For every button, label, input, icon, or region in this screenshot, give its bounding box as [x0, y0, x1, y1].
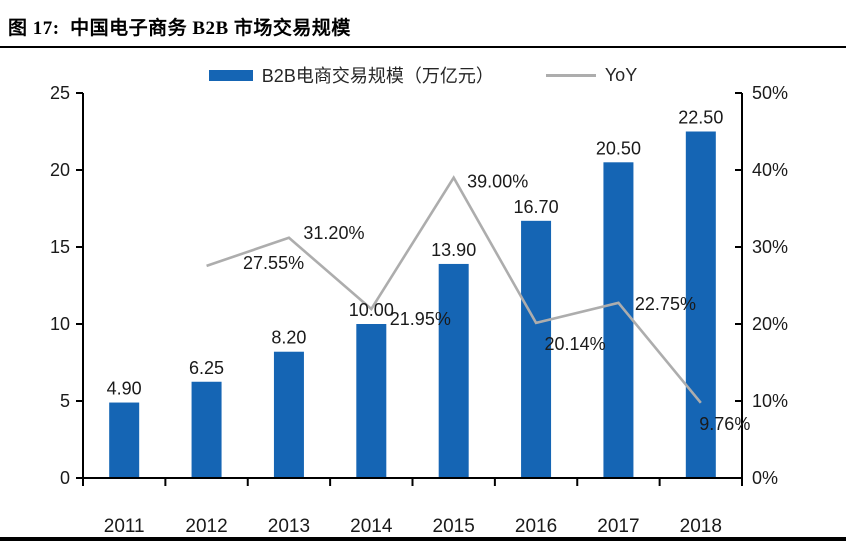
legend-item-line: YoY — [545, 64, 638, 86]
yoy-label-2015: 39.00% — [467, 172, 528, 192]
line-series-swatch-icon — [545, 73, 596, 77]
yoy-label-2012: 27.55% — [243, 253, 304, 273]
bar-label-2016: 16.70 — [514, 197, 559, 217]
bar-2014 — [356, 324, 387, 478]
right-axis-tick-label: 20% — [752, 314, 788, 334]
x-label-2014: 2014 — [350, 516, 393, 537]
bottom-rule — [0, 537, 846, 541]
left-axis-tick-label: 10 — [50, 314, 70, 334]
left-axis-tick-label: 15 — [50, 237, 70, 257]
left-axis-tick-label: 25 — [50, 83, 70, 103]
yoy-label-2017: 22.75% — [635, 294, 696, 314]
chart-legend: B2B电商交易规模（万亿元） YoY — [0, 62, 846, 88]
bar-label-2017: 20.50 — [596, 138, 641, 158]
bar-label-2012: 6.25 — [189, 358, 224, 378]
bar-2012 — [191, 381, 222, 478]
legend-line-label: YoY — [604, 64, 638, 85]
right-axis-tick-label: 30% — [752, 237, 788, 257]
yoy-label-2016: 20.14% — [545, 334, 606, 354]
bar-2013 — [273, 351, 304, 478]
right-axis-tick-label: 0% — [752, 468, 778, 488]
bar-label-2013: 8.20 — [271, 328, 306, 348]
left-axis-tick-label: 0 — [60, 468, 70, 488]
bar-label-2014: 10.00 — [349, 300, 394, 320]
figure-title: 图 17: 中国电子商务 B2B 市场交易规模 — [0, 0, 846, 48]
x-label-2016: 2016 — [515, 516, 557, 537]
x-label-2011: 2011 — [104, 516, 145, 537]
yoy-line — [206, 175, 702, 404]
left-axis-tick-label: 20 — [50, 160, 70, 180]
x-label-2017: 2017 — [597, 516, 639, 537]
bar-label-2018: 22.50 — [678, 108, 723, 128]
bar-2017 — [603, 162, 634, 479]
bar-series-swatch-icon — [208, 69, 253, 81]
figure-title-text: 中国电子商务 B2B 市场交易规模 — [70, 18, 351, 39]
yoy-label-2014: 21.95% — [390, 309, 451, 329]
x-label-2012: 2012 — [185, 516, 227, 537]
yoy-label-2013: 31.20% — [303, 223, 364, 243]
x-label-2018: 2018 — [680, 516, 722, 537]
yoy-label-2018: 9.76% — [699, 414, 750, 434]
right-axis-tick-label: 10% — [752, 391, 788, 411]
figure-label: 图 17: — [8, 18, 60, 39]
x-label-2013: 2013 — [268, 516, 310, 537]
bar-2011 — [109, 402, 140, 478]
right-axis-tick-label: 40% — [752, 160, 788, 180]
bar-label-2015: 13.90 — [431, 240, 476, 260]
bar-2016 — [521, 220, 552, 478]
bar-label-2011: 4.90 — [107, 379, 142, 399]
legend-item-bar: B2B电商交易规模（万亿元） — [208, 62, 494, 88]
right-axis-tick-label: 50% — [752, 83, 788, 103]
left-axis-tick-label: 5 — [60, 391, 70, 411]
bar-2015 — [438, 263, 469, 478]
bar-2018 — [685, 131, 716, 478]
x-label-2015: 2015 — [433, 516, 475, 537]
legend-bar-label: B2B电商交易规模（万亿元） — [261, 66, 494, 86]
